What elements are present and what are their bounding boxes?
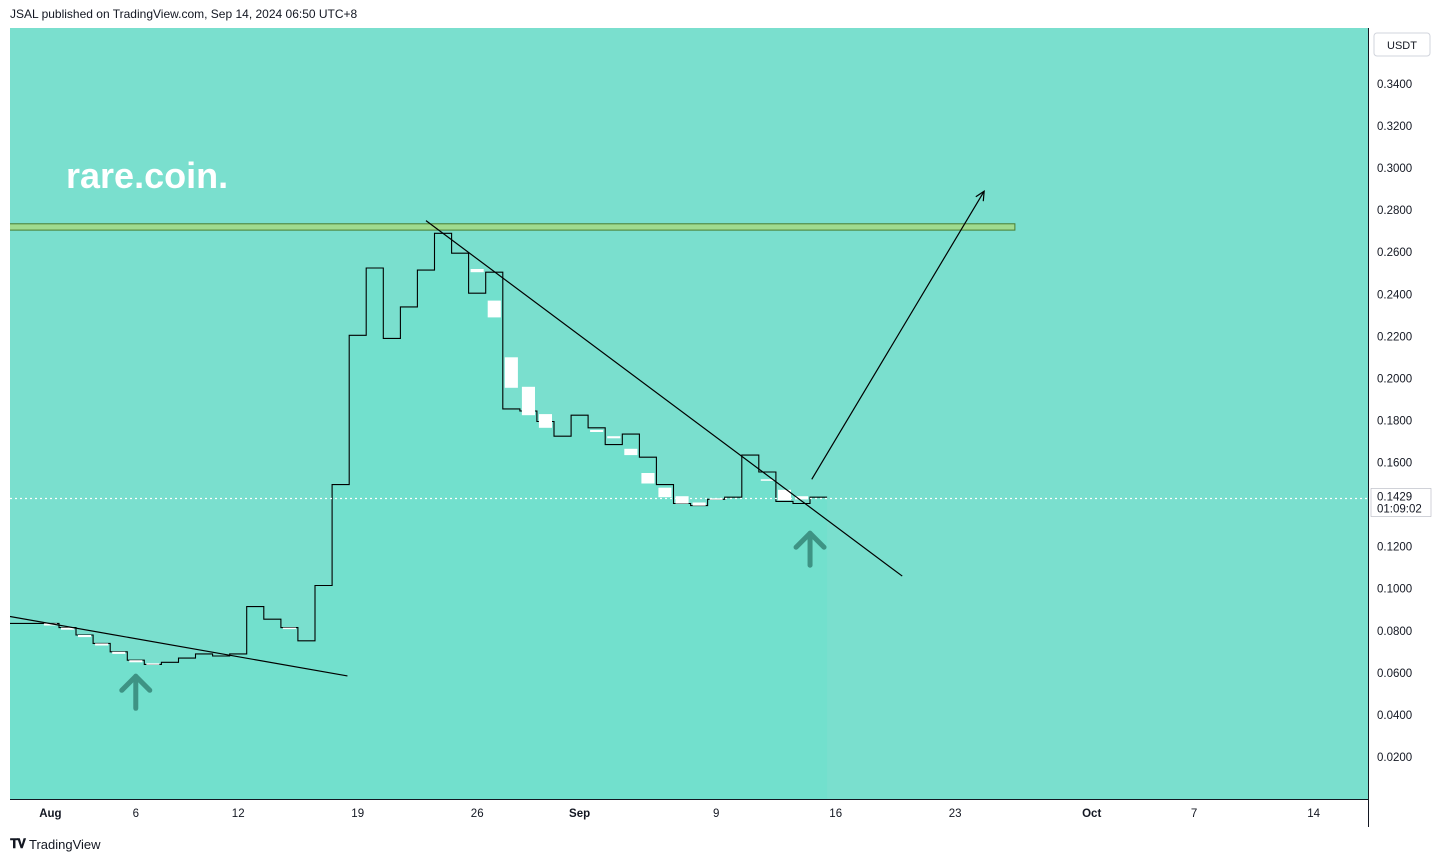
candle-29 [538,414,552,428]
candle-1 [61,627,75,630]
x-tick-label: 19 [351,808,364,820]
tradingview-logo-text: TradingView [29,836,101,852]
price-area-fill [10,233,828,800]
y-tick-label: 0.3400 [1377,79,1412,91]
y-tick-label: 0.1800 [1377,415,1412,427]
x-tick-label: 23 [949,808,962,820]
candle-38 [692,502,706,506]
x-tick-label: Sep [569,808,590,820]
candle-43 [777,489,791,501]
y-tick-label: 0.0600 [1377,668,1412,680]
x-tick-label: 6 [133,808,139,820]
candle-2 [78,635,92,638]
trendline-small [10,615,348,677]
y-tick-label: 0.3000 [1377,163,1412,175]
price-step-line [10,232,828,665]
candle-25 [470,269,484,273]
price-axis-background [1368,28,1435,827]
y-tick-label: 0.2000 [1377,373,1412,385]
candle-42 [760,479,774,481]
candle-36 [658,487,672,498]
candle-33 [607,436,621,439]
x-tick-label: 14 [1307,808,1320,820]
y-tick-label: 0.2200 [1377,331,1412,343]
y-tick-label: 0.0800 [1377,626,1412,638]
currency-label: USDT [1387,40,1417,52]
chart-title: rare.coin. [66,155,228,196]
up-arrow-head [793,530,827,550]
candle-0 [43,623,57,626]
candle-35 [641,473,655,484]
up-arrow-icon [793,530,827,568]
projection-arrow-shaft [811,190,985,480]
candle-6 [146,663,160,665]
tradingview-logo-icon: 𝐓𝐕 [10,836,26,851]
y-tick-label: 0.0400 [1377,710,1412,722]
candle-4 [112,651,126,654]
y-tick-label: 0.2800 [1377,205,1412,217]
candle-27 [504,357,518,388]
time-axis-background [10,799,1368,827]
trendline-major [425,220,903,577]
x-tick-label: Aug [39,808,61,820]
x-tick-label: 16 [829,808,842,820]
x-tick-label: 26 [471,808,484,820]
y-tick-label: 0.1200 [1377,542,1412,554]
y-tick-label: 0.1000 [1377,584,1412,596]
x-tick-label: 12 [232,808,245,820]
y-tick-label: 0.2600 [1377,247,1412,259]
last-price-label: 0.1429 [1377,491,1412,503]
y-tick-label: 0.3200 [1377,121,1412,133]
candle-44 [795,496,809,500]
y-tick-label: 0.2400 [1377,289,1412,301]
candle-26 [487,300,501,318]
y-tick-label: 0.1600 [1377,458,1412,470]
candle-28 [521,386,535,416]
currency-badge [1373,32,1431,57]
countdown-label: 01:09:02 [1377,503,1422,515]
x-tick-label: 7 [1191,808,1197,820]
x-tick-label: 9 [713,808,719,820]
candle-5 [129,660,143,663]
tradingview-logo[interactable]: 𝐓𝐕 TradingView [10,836,101,852]
candle-3 [95,643,109,646]
candle-14 [282,627,296,630]
candle-32 [590,429,604,432]
projection-arrow-head [975,190,985,202]
candle-37 [675,496,689,504]
up-arrow-icon [119,673,153,711]
last-price-badge [1370,488,1432,517]
candle-34 [624,448,638,456]
y-tick-label: 0.0200 [1377,752,1412,764]
resistance-zone [10,223,1016,231]
x-tick-label: Oct [1082,808,1101,820]
publish-header: JSAL published on TradingView.com, Sep 1… [10,7,358,21]
price-chart[interactable]: rare.coin. USDT 0.0200 0.0400 0.0600 0.0800 0.… [10,28,1435,827]
up-arrow-head [119,673,153,693]
